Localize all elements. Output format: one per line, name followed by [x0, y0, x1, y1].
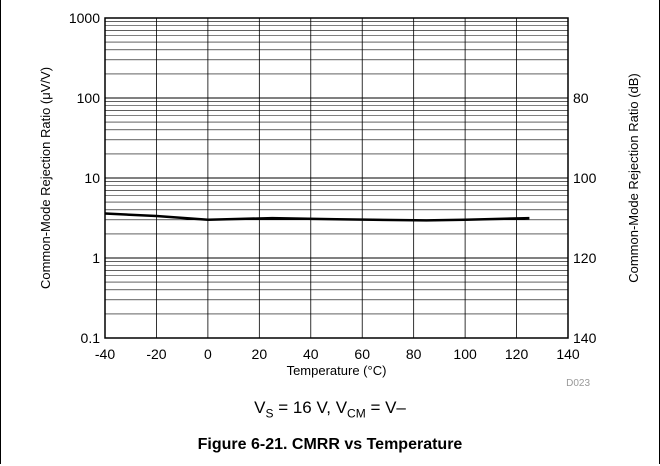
y-left-tick-label: 0.1 [81, 330, 101, 346]
vs-label: V [254, 398, 266, 417]
x-tick-label: 120 [505, 346, 529, 362]
vs-value: = 16 V, V [273, 398, 348, 417]
figure-caption: Figure 6-21. CMRR vs Temperature [197, 436, 463, 453]
y-right-tick-label: 100 [573, 170, 597, 186]
y-right-tick-label: 140 [573, 330, 597, 346]
x-tick-label: 80 [406, 346, 422, 362]
x-tick-label: 20 [252, 346, 268, 362]
y-right-tick-labels: 80 100 120 140 [573, 90, 597, 346]
series-line [104, 212, 530, 222]
grid [105, 18, 568, 338]
y-left-axis-label: Common-Mode Rejection Ratio (μV/V) [38, 67, 53, 289]
test-condition: VS = 16 V, VCM = V– [0, 398, 660, 420]
x-tick-labels: -40 -20 0 20 40 60 80 100 120 140 [95, 346, 580, 362]
x-tick-label: -40 [95, 346, 115, 362]
x-tick-label: 140 [556, 346, 580, 362]
vcm-subscript: CM [347, 406, 366, 421]
y-right-tick-label: 80 [573, 90, 589, 106]
y-left-tick-label: 10 [84, 170, 100, 186]
y-right-tick-label: 120 [573, 250, 597, 266]
vs-subscript: S [265, 406, 274, 421]
y-left-tick-label: 1000 [69, 10, 100, 26]
x-tick-label: 0 [204, 346, 212, 362]
x-tick-label: -20 [146, 346, 166, 362]
x-axis-label: Temperature (°C) [287, 363, 387, 378]
y-left-tick-label: 100 [77, 90, 101, 106]
y-left-tick-label: 1 [92, 250, 100, 266]
x-tick-label: 100 [453, 346, 477, 362]
plot-border [104, 17, 569, 339]
x-tick-label: 60 [354, 346, 370, 362]
y-right-axis-label: Common-Mode Rejection Ratio (dB) [626, 73, 641, 283]
vcm-value: = V– [365, 398, 406, 417]
series-layer [104, 212, 530, 222]
y-left-tick-labels: 0.1 1 10 100 1000 [69, 10, 100, 346]
figure-code: D023 [566, 378, 590, 389]
x-tick-label: 40 [303, 346, 319, 362]
